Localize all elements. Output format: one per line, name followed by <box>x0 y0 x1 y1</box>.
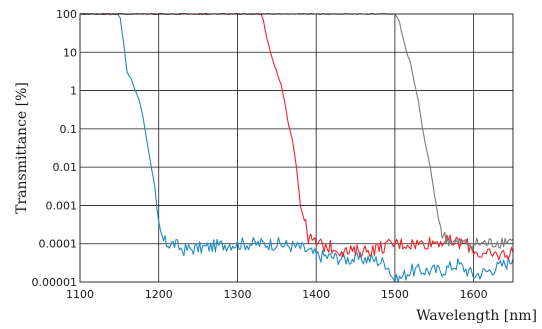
x-tick-label: 1100 <box>66 288 94 301</box>
y-tick-label: 0.00001 <box>32 276 78 289</box>
series-layer <box>80 13 513 282</box>
y-tick-label: 10 <box>63 46 77 59</box>
x-tick-label: 1200 <box>145 288 173 301</box>
y-tick-label: 0.0001 <box>39 238 78 251</box>
x-axis-title: Wavelength [nm] <box>416 308 537 324</box>
x-tick-label: 1600 <box>460 288 488 301</box>
y-tick-label: 0.001 <box>46 199 78 212</box>
x-tick-label: 1300 <box>223 288 251 301</box>
y-tick-label: 1 <box>70 85 77 98</box>
y-axis-title: Transmittance [%] <box>14 82 30 214</box>
y-tick-label: 0.1 <box>60 123 78 136</box>
y-tick-label: 100 <box>56 8 77 21</box>
x-tick-label: 1400 <box>302 288 330 301</box>
x-tick-label: 1500 <box>381 288 409 301</box>
series-line-2 <box>80 13 513 260</box>
y-tick-label: 0.01 <box>53 161 78 174</box>
